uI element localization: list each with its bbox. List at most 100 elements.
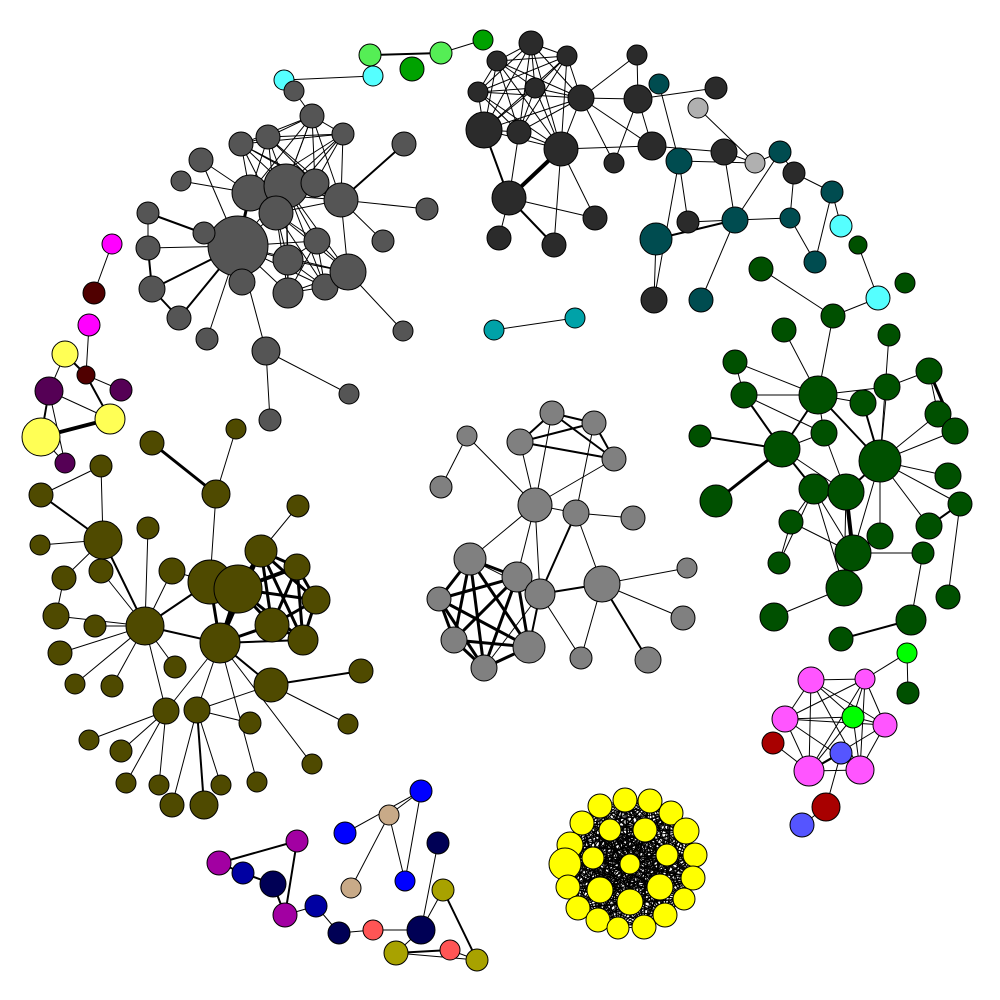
node-gr14 xyxy=(924,400,952,428)
node-d13 xyxy=(582,205,608,231)
edge-yy16-yy21 xyxy=(617,854,668,929)
node-l9 xyxy=(620,505,646,531)
node-yy3 xyxy=(658,800,684,826)
node-m4 xyxy=(255,124,281,150)
node-g2 xyxy=(429,41,453,65)
node-m25 xyxy=(371,229,395,253)
node-m27 xyxy=(415,197,439,221)
node-o4 xyxy=(89,454,113,478)
node-yy24 xyxy=(646,873,674,901)
node-m6 xyxy=(188,147,214,173)
node-o6 xyxy=(83,520,123,560)
node-o32 xyxy=(238,711,262,735)
node-o3 xyxy=(201,479,231,509)
node-gr26 xyxy=(866,522,894,550)
node-gr1 xyxy=(848,235,868,255)
node-d16 xyxy=(623,84,653,114)
node-yy12 xyxy=(565,895,591,921)
node-a2 xyxy=(564,307,586,329)
node-l11 xyxy=(501,561,533,593)
node-gr3 xyxy=(894,272,916,294)
node-yy11 xyxy=(672,887,696,911)
node-t3 xyxy=(768,140,792,164)
edge-pk3-pk4 xyxy=(784,718,886,726)
node-yy9 xyxy=(680,865,706,891)
node-yy19 xyxy=(581,846,605,870)
node-yy15 xyxy=(631,914,657,940)
node-l6 xyxy=(429,475,453,499)
node-t8 xyxy=(676,210,700,234)
edge-pk2-pk3 xyxy=(784,678,866,720)
node-pk6 xyxy=(845,755,875,785)
node-k2 xyxy=(82,281,106,305)
node-g1 xyxy=(358,43,382,67)
node-l12 xyxy=(524,578,556,610)
node-m26 xyxy=(391,131,417,157)
node-sa1 xyxy=(362,919,384,941)
edge-l10-l19 xyxy=(468,557,486,670)
node-m19 xyxy=(228,268,256,296)
edge-m29-m30 xyxy=(265,350,350,395)
node-o34 xyxy=(78,729,100,751)
node-m11 xyxy=(323,182,359,218)
node-m20 xyxy=(272,244,304,276)
node-o26 xyxy=(100,674,124,698)
node-m14 xyxy=(136,201,160,225)
node-p2 xyxy=(109,378,133,402)
node-m30 xyxy=(338,383,360,405)
node-pw2 xyxy=(789,812,815,838)
node-t2 xyxy=(665,147,693,175)
node-b2 xyxy=(896,681,920,705)
node-t12 xyxy=(688,287,714,313)
node-cy2 xyxy=(865,285,891,311)
node-o22 xyxy=(42,602,70,630)
node-m5 xyxy=(228,131,254,157)
node-o42 xyxy=(189,790,219,820)
node-l13 xyxy=(583,565,621,603)
node-yy2 xyxy=(587,793,613,819)
node-d6 xyxy=(567,84,595,112)
edge-yy15-yy19 xyxy=(592,857,645,928)
node-gr8 xyxy=(730,381,758,409)
node-l20 xyxy=(569,646,593,670)
node-o14 xyxy=(244,534,278,568)
node-gr16 xyxy=(688,424,712,448)
node-yy23 xyxy=(616,888,644,916)
edge-c1-c2 xyxy=(283,75,374,81)
node-bl2 xyxy=(333,821,357,845)
node-gr7 xyxy=(722,349,748,375)
node-o10 xyxy=(88,558,114,584)
node-nv3 xyxy=(406,915,436,945)
node-pk3 xyxy=(771,705,799,733)
node-a1 xyxy=(483,319,505,341)
node-yy10 xyxy=(555,874,581,900)
edge-pk1-pk4 xyxy=(810,679,886,726)
node-yy5 xyxy=(672,817,700,845)
node-nv1 xyxy=(259,870,287,898)
node-d8 xyxy=(506,119,532,145)
node-d9 xyxy=(543,131,579,167)
edge-yy3-yy4 xyxy=(581,812,672,824)
edge-o31-o41 xyxy=(171,709,198,806)
node-o20 xyxy=(199,622,241,664)
edge-m3-m4 xyxy=(267,133,344,138)
node-pk5 xyxy=(793,755,825,787)
edge-tn1-tn2 xyxy=(350,814,390,889)
node-l17 xyxy=(440,626,468,654)
node-ob1 xyxy=(431,878,455,902)
node-tn1 xyxy=(378,804,400,826)
edge-yy15-yy18 xyxy=(643,829,646,928)
node-m1 xyxy=(283,80,305,102)
edge-g1-g2 xyxy=(369,52,442,56)
edge-t3-t6 xyxy=(734,151,781,221)
edge-t6-t12 xyxy=(700,219,736,301)
node-m22 xyxy=(272,277,304,309)
node-yy13 xyxy=(652,902,678,928)
node-gr32 xyxy=(759,602,789,632)
node-gr33 xyxy=(895,604,927,636)
node-m3 xyxy=(331,122,355,146)
node-gr11 xyxy=(873,373,901,401)
edge-yy8-yy21 xyxy=(564,854,668,865)
node-o31 xyxy=(183,696,211,724)
node-o18 xyxy=(254,607,290,643)
